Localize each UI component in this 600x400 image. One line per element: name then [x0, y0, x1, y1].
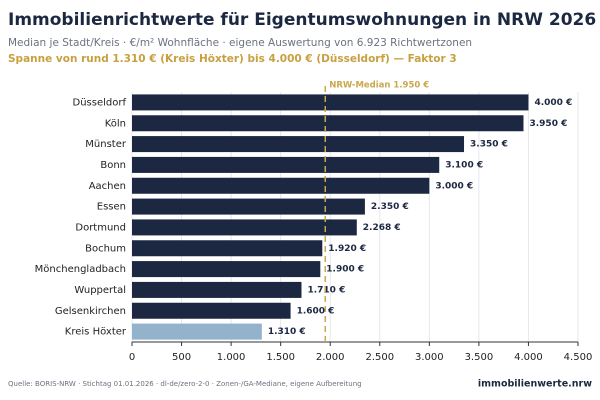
bar	[132, 219, 357, 236]
value-label: 3.100 €	[445, 160, 483, 170]
x-tick-label: 1.000	[217, 352, 246, 363]
x-tick-label: 4.500	[564, 352, 593, 363]
y-tick-label: Köln	[105, 118, 126, 129]
bar	[132, 261, 321, 278]
y-tick-label: Dortmund	[75, 222, 126, 233]
bar	[132, 302, 291, 319]
value-label: 3.000 €	[435, 181, 473, 191]
value-label: 1.920 €	[328, 244, 366, 254]
x-tick-label: 2.000	[316, 352, 345, 363]
y-tick-label: Kreis Höxter	[65, 327, 127, 338]
bar	[132, 323, 262, 340]
y-tick-label: Aachen	[89, 181, 126, 192]
x-tick-label: 1.500	[266, 352, 295, 363]
bar	[132, 94, 529, 111]
brand: immobilienwerte.nrw	[478, 379, 592, 390]
chart-title: Immobilienrichtwerte für Eigentumswohnun…	[8, 10, 596, 30]
y-tick-label: Mönchengladbach	[35, 264, 126, 275]
source: Quelle: BORIS-NRW · Stichtag 01.01.2026 …	[8, 380, 362, 388]
value-label: 1.600 €	[297, 306, 335, 316]
y-tick-label: Essen	[97, 202, 126, 213]
value-label: 3.950 €	[529, 119, 567, 129]
y-tick-label: Düsseldorf	[73, 97, 127, 108]
chart-subtitle: Median je Stadt/Kreis · €/m² Wohnfläche …	[8, 37, 472, 49]
y-tick-label: Wuppertal	[74, 285, 126, 296]
x-tick-label: 0	[129, 352, 135, 363]
highlight: Spanne von rund 1.310 € (Kreis Höxter) b…	[8, 53, 457, 65]
bar	[132, 156, 440, 173]
bar	[132, 177, 430, 194]
bar	[132, 198, 365, 215]
value-label: 1.900 €	[326, 265, 364, 275]
bar	[132, 240, 323, 257]
value-label: 2.268 €	[363, 223, 401, 233]
value-label: 2.350 €	[371, 202, 409, 212]
value-label: 3.350 €	[470, 140, 508, 150]
y-tick-label: Münster	[85, 139, 127, 150]
value-label: 4.000 €	[534, 98, 572, 108]
x-tick-label: 500	[172, 352, 191, 363]
x-tick-label: 4.000	[514, 352, 543, 363]
bar	[132, 136, 465, 153]
x-tick-label: 3.500	[465, 352, 494, 363]
x-tick-label: 2.500	[365, 352, 394, 363]
reference-label: NRW-Median 1.950 €	[329, 81, 429, 91]
x-tick-label: 3.000	[415, 352, 444, 363]
value-label: 1.310 €	[268, 327, 306, 337]
value-label: 1.710 €	[307, 285, 345, 295]
bar	[132, 281, 302, 298]
y-tick-label: Gelsenkirchen	[55, 306, 126, 317]
y-tick-label: Bochum	[85, 243, 126, 254]
y-tick-label: Bonn	[100, 160, 126, 171]
bar	[132, 115, 524, 132]
